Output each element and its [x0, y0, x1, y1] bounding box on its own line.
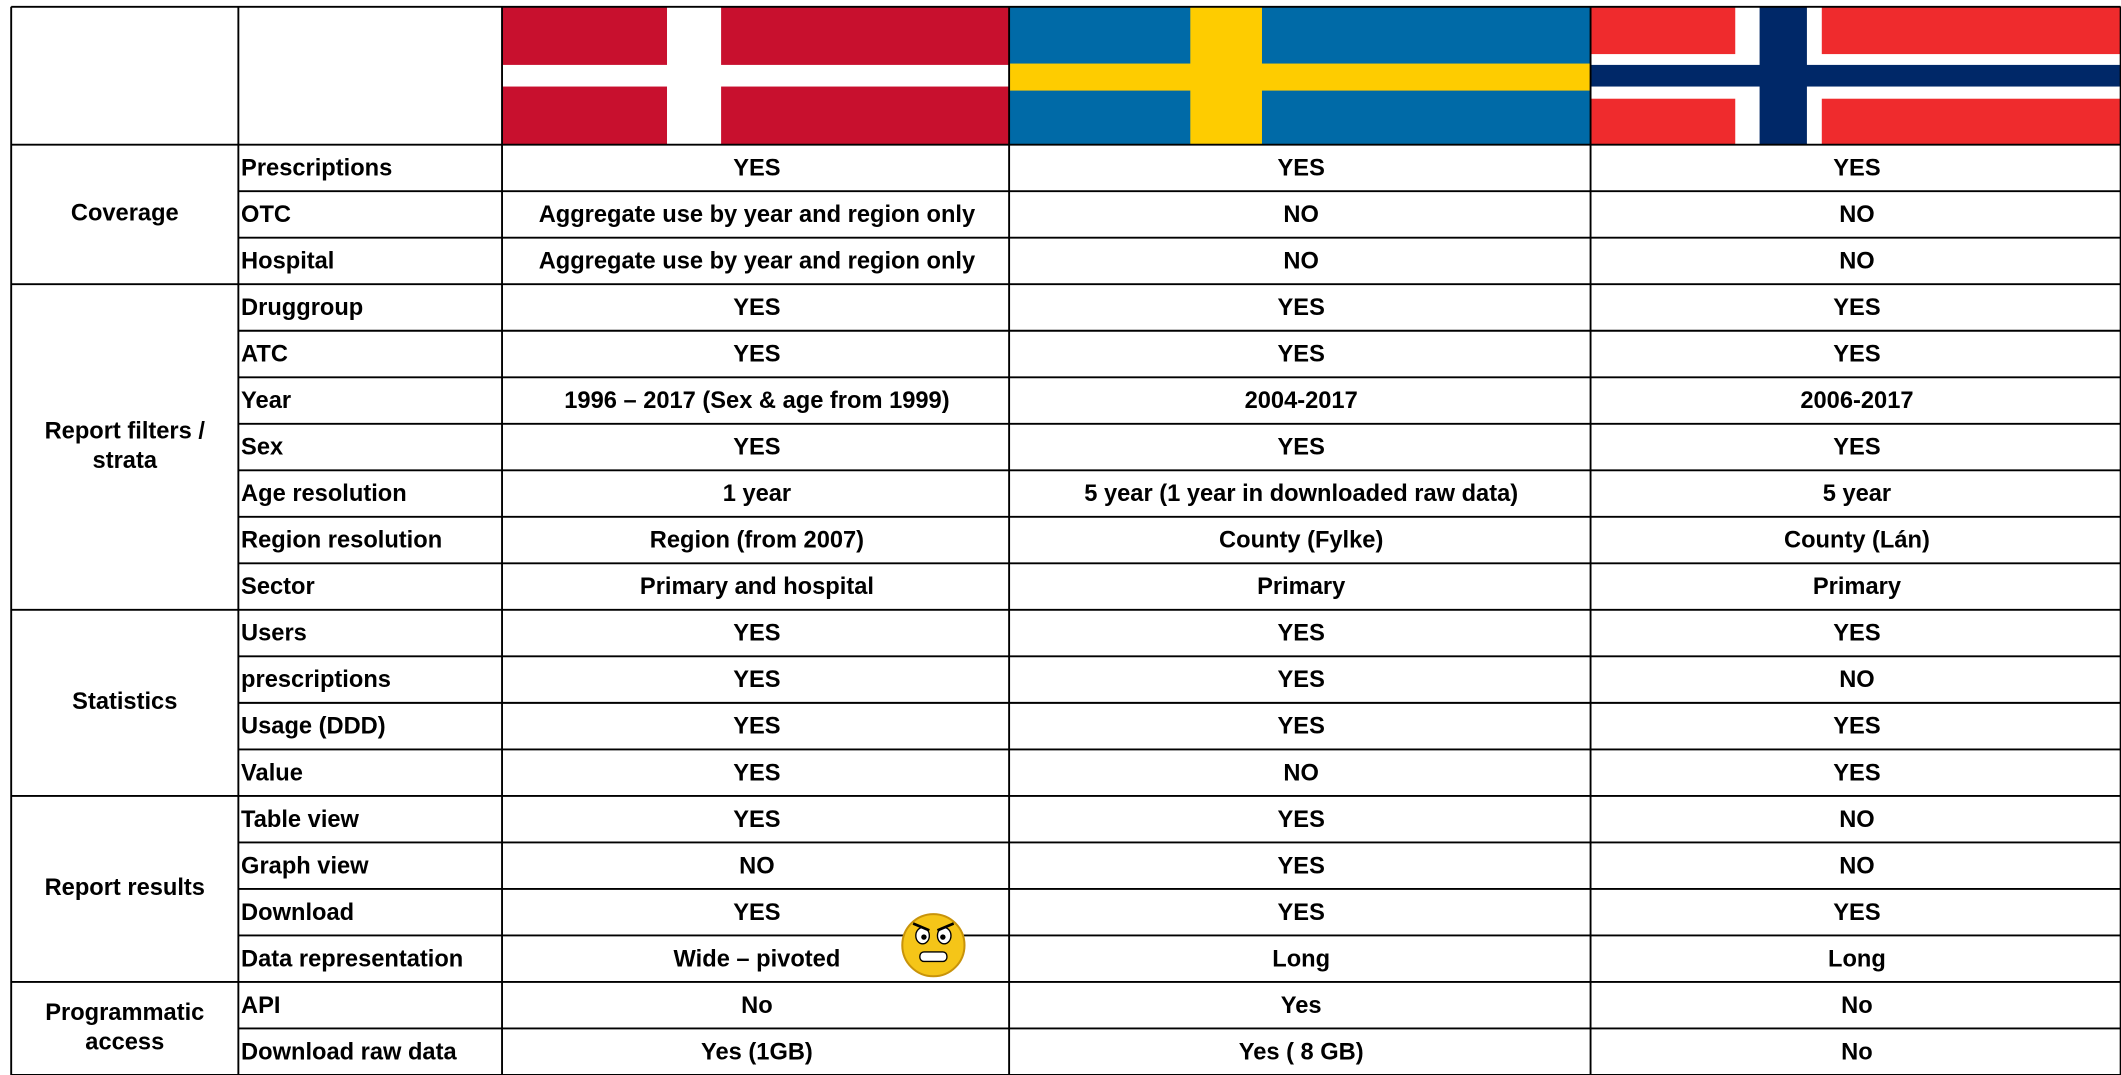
cell: Aggregate use by year and region only: [539, 202, 976, 228]
cell: YES: [1278, 853, 1325, 879]
cell: Long: [1828, 946, 1886, 972]
cell: Yes (1GB): [701, 1039, 813, 1065]
flag-denmark: [502, 6, 1010, 145]
cell: Aggregate use by year and region only: [539, 249, 976, 275]
cell: 1996 – 2017 (Sex & age from 1999): [564, 388, 949, 414]
row-label: prescriptions: [241, 667, 391, 693]
row-label: Usage (DDD): [241, 714, 386, 740]
cell: YES: [1278, 807, 1325, 833]
cell: YES: [733, 900, 780, 926]
row-label: Druggroup: [241, 295, 363, 321]
row-label: OTC: [241, 202, 291, 228]
row-label: Region resolution: [241, 528, 442, 554]
cell: YES: [1278, 295, 1325, 321]
cell: Primary and hospital: [640, 574, 874, 600]
cells: Coverage Prescriptions YES YES YES OTC Aggrega…: [45, 156, 1930, 1066]
cell: YES: [733, 714, 780, 740]
row-label: Data representation: [241, 946, 463, 972]
row-label: Table view: [241, 807, 359, 833]
cell: YES: [1833, 435, 1880, 461]
group-label: Report filters /: [45, 418, 206, 444]
cell: 2006-2017: [1800, 388, 1913, 414]
group-label: Report results: [45, 875, 205, 901]
cell: 5 year: [1823, 481, 1891, 507]
cell: NO: [1839, 667, 1874, 693]
row-label: API: [241, 993, 280, 1019]
cell: NO: [1283, 202, 1318, 228]
group-label: access: [85, 1030, 164, 1056]
flag-norway: [1590, 6, 2121, 145]
cell: 5 year (1 year in downloaded raw data): [1084, 481, 1518, 507]
row-label: Download: [241, 900, 354, 926]
cell: Region (from 2007): [650, 528, 864, 554]
cell: YES: [733, 342, 780, 368]
flag-sweden: [1009, 6, 1591, 145]
cell: NO: [1839, 202, 1874, 228]
cell: 1 year: [723, 481, 791, 507]
cell: Primary: [1813, 574, 1902, 600]
group-label: Programmatic: [45, 1000, 204, 1026]
cell: County (Lán): [1784, 528, 1930, 554]
cell: YES: [1833, 342, 1880, 368]
row-label: Download raw data: [241, 1039, 457, 1065]
cell: YES: [1278, 156, 1325, 182]
cell: YES: [1833, 621, 1880, 647]
cell: Wide – pivoted: [674, 946, 841, 972]
cell: YES: [733, 760, 780, 786]
row-label: Graph view: [241, 853, 369, 879]
cell: YES: [733, 667, 780, 693]
cell: Long: [1272, 946, 1330, 972]
cell: NO: [1283, 249, 1318, 275]
cell: YES: [1278, 435, 1325, 461]
cell: County (Fylke): [1219, 528, 1383, 554]
cell: YES: [1278, 621, 1325, 647]
cell: YES: [1833, 156, 1880, 182]
row-label: Sex: [241, 435, 283, 461]
row-label: Hospital: [241, 249, 334, 275]
cell: YES: [733, 807, 780, 833]
cell: No: [1841, 993, 1873, 1019]
cell: No: [741, 993, 773, 1019]
cell: No: [1841, 1039, 1873, 1065]
cell: YES: [1833, 295, 1880, 321]
cell: YES: [1833, 714, 1880, 740]
row-label: Sector: [241, 574, 315, 600]
group-label: strata: [93, 448, 158, 474]
cell: NO: [1283, 760, 1318, 786]
row-label: Users: [241, 621, 307, 647]
cell: NO: [1839, 853, 1874, 879]
group-label: Coverage: [71, 201, 179, 227]
angry-emoji: [901, 913, 966, 978]
cell: YES: [1278, 714, 1325, 740]
cell: NO: [1839, 249, 1874, 275]
cell: YES: [1278, 342, 1325, 368]
cell: NO: [1839, 807, 1874, 833]
cell: 2004-2017: [1245, 388, 1358, 414]
cell: YES: [733, 156, 780, 182]
cell: YES: [1278, 667, 1325, 693]
cell: YES: [1833, 760, 1880, 786]
cell: YES: [733, 295, 780, 321]
cell: Primary: [1257, 574, 1346, 600]
row-label: Prescriptions: [241, 156, 392, 182]
cell: YES: [1833, 900, 1880, 926]
cell: Yes: [1281, 993, 1322, 1019]
cell: Yes ( 8 GB): [1239, 1039, 1364, 1065]
row-label: ATC: [241, 342, 288, 368]
cell: YES: [1278, 900, 1325, 926]
row-label: Value: [241, 760, 303, 786]
row-label: Year: [241, 388, 291, 414]
cell: YES: [733, 435, 780, 461]
cell: NO: [739, 853, 774, 879]
cell: YES: [733, 621, 780, 647]
row-label: Age resolution: [241, 481, 407, 507]
group-label: Statistics: [72, 689, 177, 715]
